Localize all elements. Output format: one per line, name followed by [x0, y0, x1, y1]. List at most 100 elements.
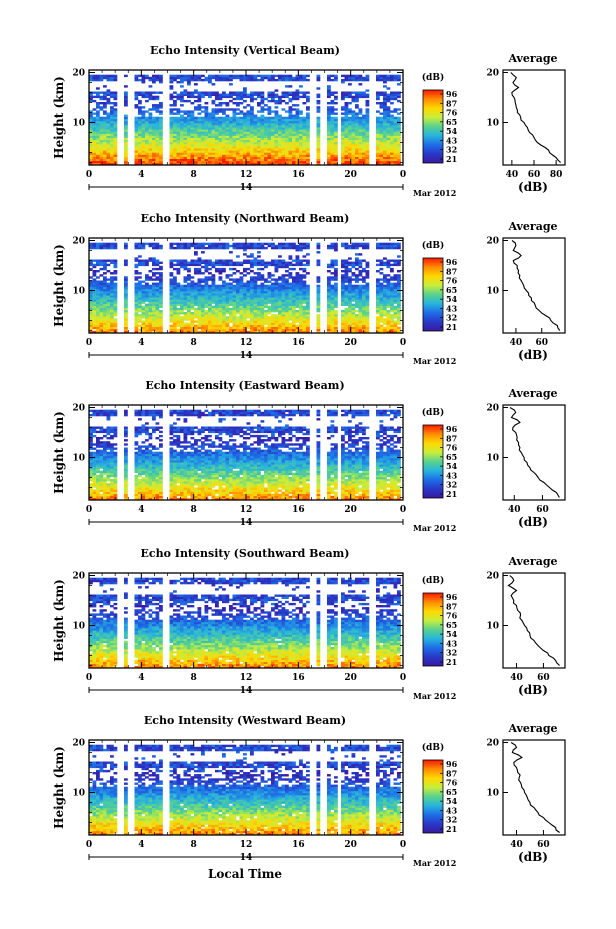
- heatmap-cell: [271, 293, 275, 296]
- heatmap-cell: [341, 282, 345, 285]
- heatmap-cell: [99, 74, 104, 78]
- heatmap-cell: [246, 104, 251, 107]
- heatmap-cell: [190, 324, 195, 327]
- heatmap-cell: [183, 318, 188, 321]
- heatmap-cell: [201, 246, 205, 250]
- heatmap-cell: [316, 76, 321, 80]
- heatmap-cell: [106, 118, 111, 122]
- heatmap-cell: [169, 301, 174, 304]
- heatmap-cell: [292, 316, 296, 319]
- heatmap-cell: [176, 328, 181, 332]
- heatmap-cell: [295, 261, 300, 264]
- heatmap-cell: [96, 328, 100, 332]
- heatmap-cell: [246, 95, 251, 99]
- heatmap-cell: [285, 299, 289, 302]
- heatmap-cell: [341, 81, 345, 84]
- heatmap-cell: [197, 76, 202, 80]
- heatmap-cell: [285, 129, 289, 132]
- heatmap-cell: [159, 158, 163, 162]
- heatmap-cell: [358, 293, 363, 296]
- heatmap-cell: [393, 146, 398, 149]
- heatmap-cell: [208, 263, 212, 267]
- heatmap-cell: [218, 328, 223, 332]
- heatmap-cell: [348, 316, 352, 319]
- heatmap-cell: [288, 97, 293, 101]
- heatmap-cell: [330, 324, 335, 327]
- heatmap-cell: [386, 144, 391, 147]
- heatmap-cell: [274, 299, 279, 302]
- heatmap-cell: [239, 162, 244, 166]
- heatmap-cell: [351, 125, 356, 128]
- heatmap-cell: [341, 74, 345, 78]
- heatmap-cell: [344, 74, 349, 78]
- heatmap-cell: [239, 326, 244, 330]
- heatmap-cell: [169, 293, 174, 296]
- heatmap-cell: [341, 295, 345, 298]
- heatmap-cell: [355, 146, 359, 149]
- heatmap-cell: [211, 127, 216, 130]
- heatmap-cell: [285, 326, 289, 330]
- heatmap-cell: [239, 322, 244, 325]
- heatmap-cell: [358, 299, 363, 302]
- heatmap-cell: [299, 316, 303, 319]
- heatmap-cell: [330, 301, 335, 304]
- heatmap-cell: [348, 244, 352, 248]
- heatmap-cell: [257, 312, 261, 315]
- heatmap-cell: [89, 76, 93, 80]
- heatmap-cell: [260, 267, 265, 271]
- heatmap-cell: [176, 297, 181, 300]
- heatmap-cell: [194, 270, 198, 273]
- heatmap-cell: [201, 330, 205, 334]
- heatmap-cell: [341, 265, 345, 269]
- heatmap-cell: [348, 286, 352, 290]
- heatmap-cell: [215, 303, 219, 306]
- heatmap-cell: [138, 108, 142, 111]
- heatmap-cell: [246, 305, 251, 309]
- heatmap-cell: [292, 314, 296, 317]
- heatmap-cell: [225, 242, 230, 246]
- heatmap-cell: [145, 288, 149, 292]
- heatmap-cell: [285, 148, 289, 151]
- heatmap-cell: [344, 320, 349, 323]
- heatmap-cell: [278, 330, 282, 334]
- heatmap-cell: [260, 307, 265, 311]
- heatmap-cell: [257, 301, 261, 304]
- heatmap-cell: [278, 118, 282, 122]
- heatmap-cell: [183, 242, 188, 246]
- heatmap-cell: [393, 127, 398, 130]
- heatmap-cell: [218, 309, 223, 313]
- heatmap-cell: [295, 272, 300, 275]
- heatmap-cell: [92, 118, 97, 122]
- heatmap-cell: [183, 93, 188, 96]
- heatmap-cell: [134, 135, 139, 138]
- heatmap-cell: [358, 297, 363, 300]
- heatmap-cell: [239, 160, 244, 164]
- heatmap-cell: [351, 299, 356, 302]
- heatmap-cell: [299, 249, 303, 252]
- heatmap-cell: [341, 148, 345, 151]
- heatmap-cell: [96, 106, 100, 109]
- heatmap-cell: [365, 116, 370, 120]
- heatmap-cell: [379, 162, 384, 166]
- heatmap-cell: [330, 110, 335, 113]
- heatmap-cell: [386, 158, 391, 162]
- heatmap-cell: [260, 278, 265, 281]
- heatmap-cell: [390, 74, 394, 78]
- heatmap-cell: [152, 314, 156, 317]
- heatmap-cell: [190, 328, 195, 332]
- heatmap-cell: [281, 305, 286, 309]
- heatmap-cell: [302, 316, 307, 319]
- heatmap-cell: [215, 129, 219, 132]
- heatmap-cell: [187, 152, 191, 155]
- heatmap-cell: [344, 112, 349, 115]
- heatmap-cell: [110, 78, 114, 82]
- heatmap-cell: [285, 135, 289, 138]
- heatmap-cell: [236, 158, 240, 162]
- heatmap-cell: [264, 261, 268, 264]
- heatmap-cell: [344, 299, 349, 302]
- heatmap-cell: [383, 106, 387, 109]
- heatmap-cell: [285, 322, 289, 325]
- heatmap-cell: [106, 156, 111, 159]
- heatmap-cell: [390, 156, 394, 159]
- heatmap-cell: [218, 293, 223, 296]
